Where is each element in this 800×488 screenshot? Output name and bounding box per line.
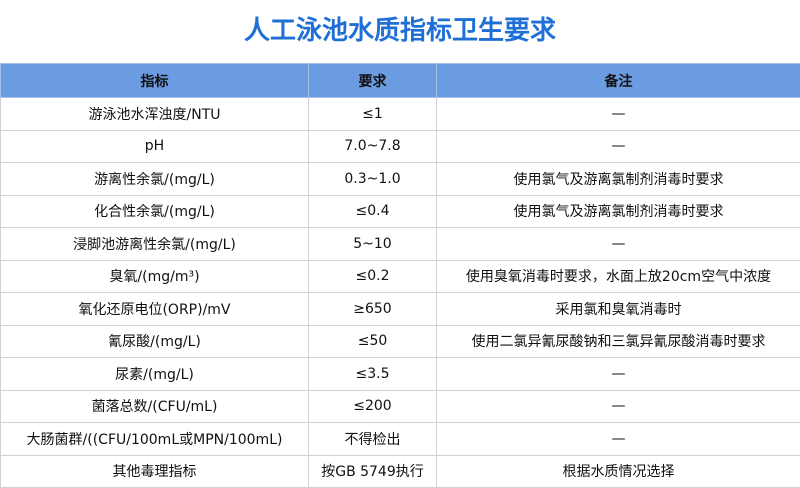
table-cell: 7.0~7.8 — [309, 130, 437, 163]
table-cell: — — [437, 98, 800, 131]
table-cell: 使用氯气及游离氯制剂消毒时要求 — [437, 195, 800, 228]
table-cell: ≥650 — [309, 293, 437, 326]
table-cell: 使用臭氧消毒时要求，水面上放20cm空气中浓度 — [437, 260, 800, 293]
table-cell: pH — [1, 130, 309, 163]
table-cell: 5~10 — [309, 228, 437, 261]
table-row: 其他毒理指标按GB 5749执行根据水质情况选择 — [1, 455, 800, 488]
column-header: 备注 — [437, 64, 800, 98]
header-row: 指标要求备注 — [1, 64, 800, 98]
table-cell: ≤3.5 — [309, 358, 437, 391]
table-cell: — — [437, 423, 800, 456]
table-cell: — — [437, 228, 800, 261]
table-row: 尿素/(mg/L)≤3.5— — [1, 358, 800, 391]
table-cell: 菌落总数/(CFU/mL) — [1, 390, 309, 423]
table-cell: ≤50 — [309, 325, 437, 358]
title: 人工泳池水质指标卫生要求 — [0, 0, 800, 63]
table-cell: 大肠菌群/((CFU/100mL或MPN/100mL) — [1, 423, 309, 456]
table-cell: 游离性余氯/(mg/L) — [1, 163, 309, 196]
table-cell: 使用氯气及游离氯制剂消毒时要求 — [437, 163, 800, 196]
table-row: 菌落总数/(CFU/mL)≤200— — [1, 390, 800, 423]
table-cell: 氰尿酸/(mg/L) — [1, 325, 309, 358]
table-cell: ≤200 — [309, 390, 437, 423]
table-row: 浸脚池游离性余氯/(mg/L)5~10— — [1, 228, 800, 261]
table-cell: — — [437, 390, 800, 423]
table-cell: 尿素/(mg/L) — [1, 358, 309, 391]
table-cell: 臭氧/(mg/m³) — [1, 260, 309, 293]
table-cell: 不得检出 — [309, 423, 437, 456]
table-cell: ≤0.2 — [309, 260, 437, 293]
table-cell: 使用二氯异氰尿酸钠和三氯异氰尿酸消毒时要求 — [437, 325, 800, 358]
column-header: 要求 — [309, 64, 437, 98]
table-cell: 其他毒理指标 — [1, 455, 309, 488]
table-cell: 0.3~1.0 — [309, 163, 437, 196]
table-cell: ≤0.4 — [309, 195, 437, 228]
table-cell: 按GB 5749执行 — [309, 455, 437, 488]
table-cell: — — [437, 130, 800, 163]
table-row: 大肠菌群/((CFU/100mL或MPN/100mL)不得检出— — [1, 423, 800, 456]
table-cell: 采用氯和臭氧消毒时 — [437, 293, 800, 326]
table-cell: 化合性余氯/(mg/L) — [1, 195, 309, 228]
table-cell: 游泳池水浑浊度/NTU — [1, 98, 309, 131]
table-cell: 根据水质情况选择 — [437, 455, 800, 488]
table-cell: ≤1 — [309, 98, 437, 131]
table-row: 游泳池水浑浊度/NTU≤1— — [1, 98, 800, 131]
table-cell: 浸脚池游离性余氯/(mg/L) — [1, 228, 309, 261]
table-cell: — — [437, 358, 800, 391]
table-cell: 氧化还原电位(ORP)/mV — [1, 293, 309, 326]
column-header: 指标 — [1, 64, 309, 98]
